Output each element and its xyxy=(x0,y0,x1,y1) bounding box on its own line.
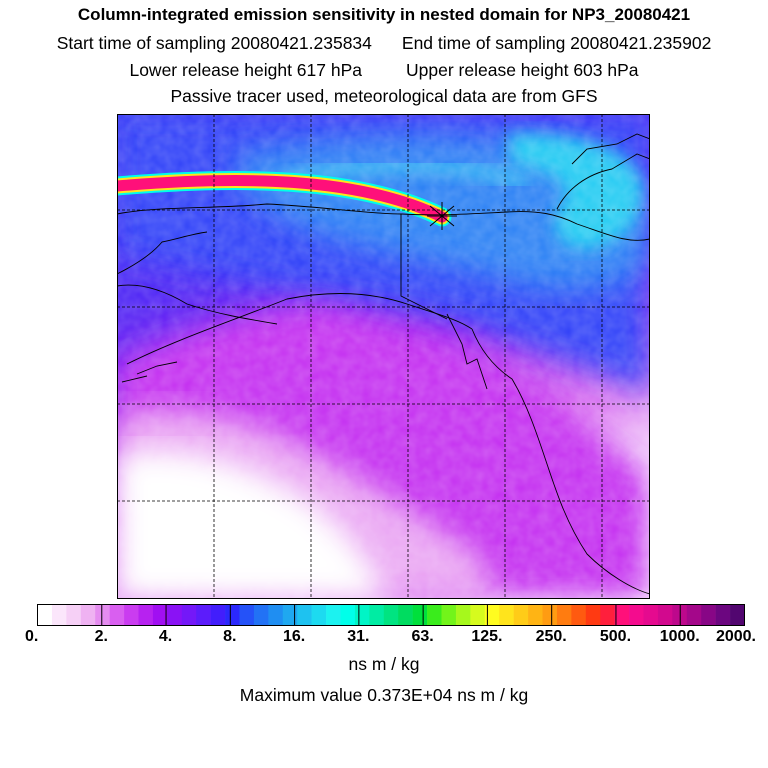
colorbar-tick-label: 1000. xyxy=(659,628,700,645)
start-time: Start time of sampling 20080421.235834 xyxy=(56,33,372,53)
colorbar-frame xyxy=(37,604,745,626)
colorbar-tick-label: 8. xyxy=(223,628,237,645)
colorbar-cell xyxy=(37,604,53,626)
colorbar-cell xyxy=(629,604,644,626)
colorbar-cell xyxy=(51,604,67,626)
border-line xyxy=(400,214,448,320)
colorbar-cell xyxy=(412,604,428,626)
colorbar-cell xyxy=(167,604,183,626)
upper-release-height: Upper release height 603 hPa xyxy=(406,60,639,80)
colorbar-cell xyxy=(383,604,399,626)
colorbar-tick-label: 63. xyxy=(411,628,434,645)
colorbar-cell xyxy=(196,604,211,626)
lower-release-height: Lower release height 617 hPa xyxy=(129,60,362,80)
tracer-note: Passive tracer used, meteorological data… xyxy=(170,86,598,106)
colorbar-cell xyxy=(556,604,572,626)
colorbar-cell xyxy=(109,604,125,626)
colorbar-cell xyxy=(268,604,284,626)
colorbar-tick-label: 500. xyxy=(599,628,632,645)
colorbar-tick-label: 125. xyxy=(471,628,503,645)
colorbar-cell xyxy=(311,604,327,626)
colorbar-cell xyxy=(66,604,82,626)
colorbar-cell xyxy=(686,604,702,626)
colorbar-tick-label: 2. xyxy=(94,628,108,645)
graticule xyxy=(117,114,650,599)
colorbar-cell xyxy=(152,604,168,626)
colorbar-cell xyxy=(181,604,197,626)
plume-band xyxy=(117,174,448,223)
colorbar-cell xyxy=(441,604,457,626)
colorbar-cell xyxy=(657,604,673,626)
colorbar-cell xyxy=(455,604,471,626)
colorbar-cell xyxy=(138,604,154,626)
map-frame xyxy=(117,114,650,599)
colorbar-tick-label: 4. xyxy=(158,628,173,645)
colorbar-cell xyxy=(354,604,370,626)
sensitivity-map xyxy=(117,114,650,599)
colorbar-cell xyxy=(571,604,587,626)
colorbar-units: ns m / kg xyxy=(348,654,420,674)
colorbar-tick-label: 16. xyxy=(282,628,306,645)
colorbar-cell xyxy=(513,604,529,626)
sampling-times: Start time of sampling 20080421.235834 En… xyxy=(0,33,768,54)
colorbar-cell xyxy=(600,604,615,626)
colorbar-cell xyxy=(715,604,731,626)
colorbar-tick-label: 0. xyxy=(25,628,39,645)
colorbar-cell xyxy=(340,604,356,626)
colorbar-cell xyxy=(297,604,312,626)
figure-title: Column-integrated emission sensitivity i… xyxy=(77,5,691,24)
colorbar-cell xyxy=(326,604,341,626)
release-heights: Lower release height 617 hPa Upper releas… xyxy=(0,60,768,81)
colorbar-cell xyxy=(701,604,716,626)
colorbar-cell xyxy=(643,604,659,626)
colorbar-cell xyxy=(427,604,442,626)
colorbar-cell xyxy=(470,604,486,626)
colorbar-tick-label: 31. xyxy=(347,628,370,645)
colorbar-cell xyxy=(225,604,240,626)
colorbar-cell xyxy=(253,604,269,626)
colorbar-cell xyxy=(282,604,298,626)
colorbar-tick-label: 2000. xyxy=(715,628,757,645)
colorbar-cell xyxy=(499,604,514,626)
colorbar-cell xyxy=(80,604,96,626)
colorbar-cell xyxy=(239,604,255,626)
colorbar-cell xyxy=(585,604,601,626)
colorbar-cell xyxy=(210,604,226,626)
colorbar-cell xyxy=(124,604,139,626)
colorbar-cell xyxy=(614,604,630,626)
end-time: End time of sampling 20080421.235902 xyxy=(401,33,712,53)
colorbar-cell xyxy=(672,604,688,626)
colorbar xyxy=(37,604,745,626)
colorbar-cell xyxy=(528,604,543,626)
colorbar-cell xyxy=(369,604,385,626)
star-marker-icon xyxy=(427,202,457,230)
maximum-value: Maximum value 0.373E+04 ns m / kg xyxy=(239,685,529,705)
emission-plume xyxy=(117,170,452,227)
colorbar-cell xyxy=(95,604,110,626)
colorbar-tick-label: 250. xyxy=(535,628,567,645)
colorbar-cell xyxy=(398,604,413,626)
colorbar-cell xyxy=(484,604,500,626)
colorbar-cell xyxy=(542,604,558,626)
colorbar-cell xyxy=(730,604,745,626)
